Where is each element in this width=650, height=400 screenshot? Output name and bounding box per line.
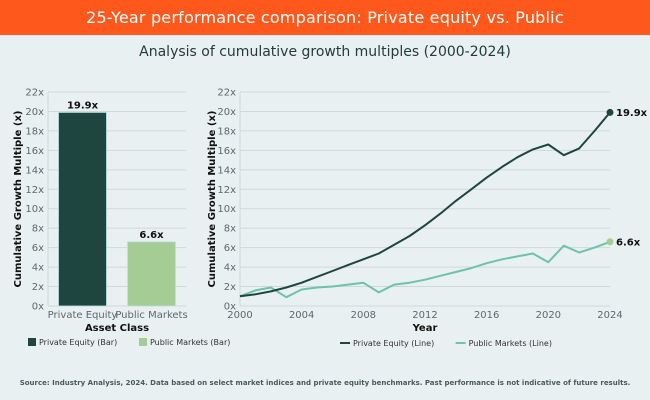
y-axis-title: Cumulative Growth Multiple (x) bbox=[207, 111, 218, 288]
y-axis-title: Cumulative Growth Multiple (x) bbox=[13, 111, 24, 288]
y-tick-label: 6x bbox=[224, 243, 236, 254]
y-tick-label: 6x bbox=[32, 243, 44, 254]
y-tick-label: 4x bbox=[32, 263, 44, 274]
bar-public-markets bbox=[127, 241, 176, 307]
bar-data-label: 19.9x bbox=[67, 100, 99, 111]
y-tick-label: 10x bbox=[217, 204, 236, 215]
y-tick-label: 4x bbox=[224, 263, 236, 274]
y-tick-label: 2x bbox=[224, 282, 236, 293]
legend-swatch bbox=[28, 338, 36, 346]
x-tick-label: 2000 bbox=[227, 310, 252, 321]
line-private-equity bbox=[239, 111, 611, 298]
bar-chart: 0x 2x 4x 6x 8x 10x 12x 14x 16x 18x 20x 22x 19.9x Priv… bbox=[13, 88, 230, 348]
legend-label: Private Equity (Bar) bbox=[39, 338, 117, 347]
bar-private-equity bbox=[58, 112, 107, 307]
x-tick-label: 2012 bbox=[412, 310, 437, 321]
y-tick-label: 22x bbox=[217, 88, 236, 99]
x-tick-label: 2004 bbox=[289, 310, 314, 321]
x-tick-label: 2020 bbox=[536, 310, 561, 321]
y-tick-label: 8x bbox=[32, 224, 44, 235]
y-tick-label: 0x bbox=[224, 302, 236, 313]
y-tick-label: 12x bbox=[217, 185, 236, 196]
chart-subtitle: Analysis of cumulative growth multiples … bbox=[139, 44, 511, 60]
y-tick-label: 16x bbox=[217, 146, 236, 157]
x-tick-label: Public Markets bbox=[115, 310, 187, 321]
y-tick-label: 14x bbox=[25, 165, 44, 176]
end-point-label: 19.9x bbox=[616, 108, 648, 119]
y-tick-label: 2x bbox=[32, 282, 44, 293]
x-tick-label: 2008 bbox=[351, 310, 376, 321]
end-point-marker bbox=[606, 108, 614, 116]
end-point-label: 6.6x bbox=[616, 237, 641, 248]
y-tick-label: 8x bbox=[224, 224, 236, 235]
x-tick-label: Private Equity bbox=[48, 310, 118, 321]
y-tick-label: 12x bbox=[25, 185, 44, 196]
page-title: 25-Year performance comparison: Private … bbox=[0, 0, 650, 35]
end-point-marker bbox=[606, 238, 614, 246]
bar-data-label: 6.6x bbox=[139, 230, 164, 241]
y-tick-label: 20x bbox=[25, 107, 44, 118]
legend-label: Public Markets (Line) bbox=[469, 339, 552, 348]
x-axis-title: Year bbox=[412, 323, 438, 334]
y-tick-label: 14x bbox=[217, 165, 236, 176]
legend-swatch bbox=[139, 338, 147, 346]
line-public-markets bbox=[239, 240, 611, 299]
line-chart: 0x 2x 4x 6x 8x 10x 12x 14x 16x 18x 20x 22x 2000 2004 2… bbox=[207, 88, 648, 349]
y-tick-label: 10x bbox=[25, 204, 44, 215]
y-tick-label: 16x bbox=[25, 146, 44, 157]
y-tick-label: 18x bbox=[217, 126, 236, 137]
y-tick-label: 22x bbox=[25, 88, 44, 99]
y-tick-label: 20x bbox=[217, 107, 236, 118]
x-tick-label: 2024 bbox=[597, 310, 622, 321]
source-footnote: Source: Industry Analysis, 2024. Data ba… bbox=[19, 379, 631, 387]
x-tick-label: 2016 bbox=[474, 310, 499, 321]
x-axis-title: Asset Class bbox=[85, 323, 149, 334]
y-tick-label: 0x bbox=[32, 302, 44, 313]
y-tick-label: 18x bbox=[25, 126, 44, 137]
legend-label: Private Equity (Line) bbox=[353, 339, 434, 348]
legend-label: Public Markets (Bar) bbox=[150, 338, 230, 347]
